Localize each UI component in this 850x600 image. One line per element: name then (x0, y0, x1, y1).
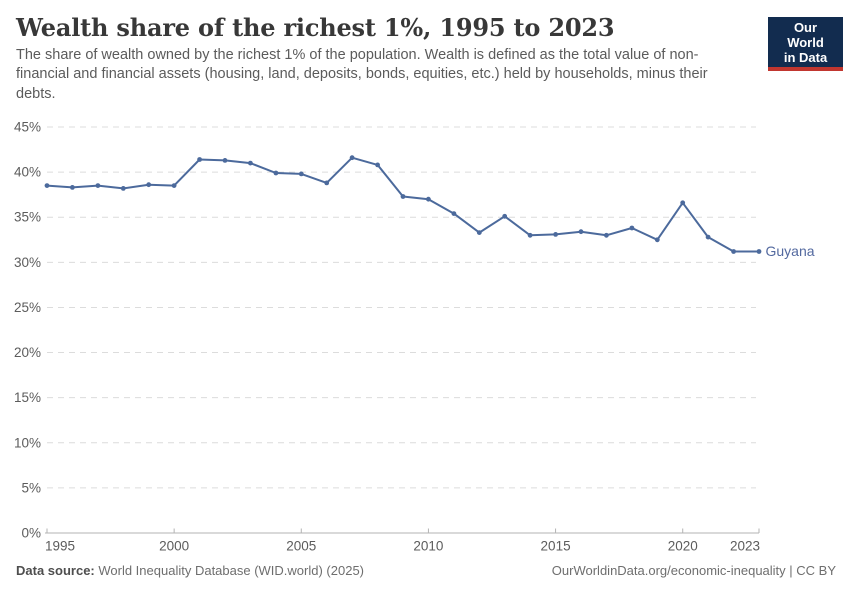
data-point (756, 249, 762, 254)
y-tick-label: 5% (21, 480, 41, 495)
data-point (171, 183, 177, 189)
x-tick-label: 2015 (541, 539, 571, 554)
data-point (197, 157, 203, 162)
y-tick-label: 0% (21, 526, 41, 541)
data-point (604, 232, 609, 238)
data-points (44, 155, 762, 254)
data-point (731, 249, 736, 254)
y-axis: 0% 5% 10% 15% 20% 25% 30% 35% 40% 45% (14, 120, 41, 541)
owid-logo: Our World in Data (768, 17, 843, 72)
x-axis: 1995 2000 2005 2010 2015 2020 2023 (45, 528, 760, 554)
x-tick-label: 2010 (413, 539, 443, 554)
data-point (349, 155, 355, 161)
y-tick-label: 25% (14, 300, 41, 315)
data-point (502, 213, 508, 219)
data-point (527, 232, 533, 238)
y-tick-label: 40% (14, 165, 41, 180)
data-point (629, 225, 635, 231)
data-point (680, 200, 686, 206)
data-point (44, 183, 50, 189)
data-point (451, 211, 457, 217)
owid-logo-line1: Our World (787, 20, 824, 51)
chart-subtitle: The share of wealth owned by the richest… (16, 47, 708, 102)
data-point (476, 230, 482, 236)
data-point (298, 171, 304, 177)
data-point (705, 234, 711, 240)
data-source-label: Data source: (16, 563, 95, 578)
data-source-text: World Inequality Database (WID.world) (2… (94, 563, 365, 578)
gridlines (45, 126, 759, 534)
x-tick-label: 2020 (668, 539, 698, 554)
owid-logo-line2: in Data (783, 50, 828, 66)
data-point (375, 162, 380, 168)
x-tick-label: 1995 (45, 539, 75, 554)
data-point (400, 194, 406, 199)
credit-link[interactable]: OurWorldinData.org/economic-inequality |… (551, 563, 836, 578)
y-tick-label: 35% (14, 210, 41, 225)
data-point (324, 180, 330, 186)
series-label: Guyana (766, 243, 815, 259)
y-tick-label: 15% (14, 390, 41, 405)
y-tick-label: 10% (14, 435, 41, 450)
data-point (146, 182, 152, 188)
data-point (654, 237, 660, 243)
x-tick-label: 2000 (159, 539, 189, 554)
chart-footer: Data source: World Inequality Database (… (16, 563, 836, 578)
page-title: Wealth share of the richest 1%, 1995 to … (16, 13, 615, 42)
data-point (222, 158, 228, 163)
y-tick-label: 45% (14, 120, 41, 135)
y-tick-label: 30% (14, 255, 41, 270)
data-point (273, 170, 279, 176)
data-point (95, 183, 101, 189)
data-point (553, 232, 558, 237)
data-point (426, 196, 431, 202)
data-point (578, 229, 584, 235)
data-point (248, 160, 253, 166)
x-tick-label: 2005 (286, 539, 316, 554)
x-tick-label: 2023 (730, 539, 760, 554)
data-point (70, 185, 75, 190)
data-point (120, 186, 126, 191)
y-tick-label: 20% (14, 345, 41, 360)
data-source: Data source: World Inequality Database (… (16, 563, 364, 578)
